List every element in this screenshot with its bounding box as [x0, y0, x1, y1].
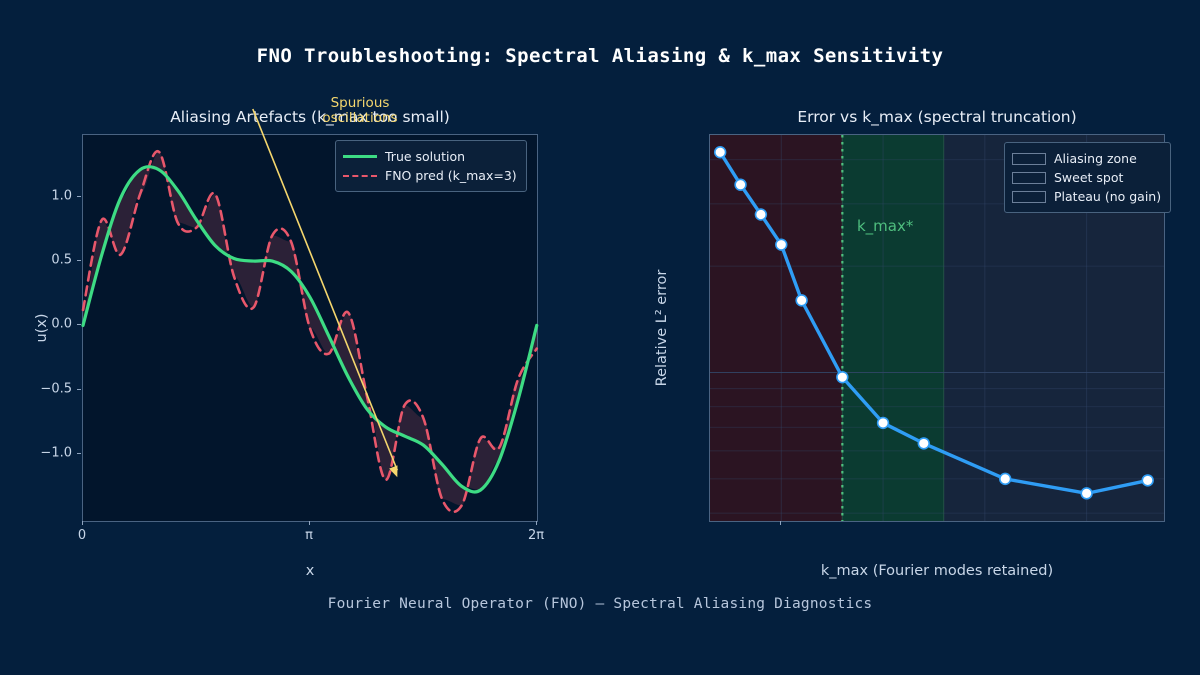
legend-item-sweet-spot[interactable]: Sweet spot: [1012, 168, 1161, 187]
left-x-axis-label: x: [305, 563, 315, 579]
x-tick-label: 2π: [527, 528, 545, 543]
x-tickmark: [82, 521, 83, 525]
figure-footer: Fourier Neural Operator (FNO) — Spectral…: [327, 596, 873, 612]
error-data-point: [876, 416, 890, 430]
legend-swatch-sweet-spot-icon: [1012, 171, 1046, 184]
right-plot-legend[interactable]: Aliasing zone Sweet spot Plateau (no gai…: [1004, 142, 1172, 213]
legend-item-aliasing-zone[interactable]: Aliasing zone: [1012, 149, 1161, 168]
left-plot-svg: [81, 108, 539, 514]
error-data-point: [1080, 487, 1093, 500]
y-tick-label: −0.5: [40, 381, 72, 397]
left-plot-legend[interactable]: True solution FNO pred (k_max=3): [335, 140, 527, 192]
spurious-annotation-arrow: [252, 108, 399, 478]
fno-prediction-curve: [81, 150, 539, 514]
error-data-point: [713, 146, 727, 159]
legend-item-plateau[interactable]: Plateau (no gain): [1012, 187, 1161, 206]
left-plot-axes: Aliasing Artefacts (k_max too small): [81, 108, 539, 522]
error-data-point: [917, 437, 930, 450]
error-data-point: [754, 208, 768, 221]
error-data-point: [775, 238, 788, 251]
error-fill-region: [83, 151, 537, 506]
legend-swatch-aliasing-icon: [1012, 152, 1046, 165]
legend-line-dashed-icon: [343, 174, 377, 177]
legend-label-true-solution: True solution: [385, 149, 466, 164]
error-marker-group: [713, 146, 1154, 500]
zone-span: [710, 135, 843, 521]
true-solution-curve: [81, 165, 539, 494]
y-tickmark: [77, 260, 81, 262]
legend-item-fno-pred[interactable]: FNO pred (k_max=3): [343, 166, 517, 185]
error-data-point: [734, 178, 747, 191]
right-y-axis-label: Relative L² error: [654, 269, 670, 387]
error-data-point: [795, 294, 808, 307]
y-tick-label: 0.0: [51, 316, 72, 332]
y-tick-label: 0.5: [51, 252, 72, 268]
legend-label-aliasing-zone: Aliasing zone: [1054, 151, 1137, 166]
right-plot-title: Error vs k_max (spectral truncation): [797, 108, 1077, 126]
left-y-axis-label: u(x): [34, 313, 50, 343]
x-tick-label: π: [305, 528, 313, 543]
legend-label-sweet-spot: Sweet spot: [1054, 170, 1124, 185]
error-data-point: [1141, 474, 1154, 487]
y-tick-label: 1.0: [51, 188, 72, 204]
left-plot-title: Aliasing Artefacts (k_max too small): [170, 108, 450, 126]
legend-label-fno-pred: FNO pred (k_max=3): [385, 168, 517, 183]
x-tickmark: [309, 521, 310, 525]
y-tickmark: [77, 195, 81, 197]
legend-line-solid-icon: [343, 155, 377, 158]
x-tickmark: [780, 521, 782, 525]
legend-swatch-plateau-icon: [1012, 190, 1046, 203]
error-data-point: [999, 472, 1012, 486]
x-tickmark: [536, 521, 537, 525]
x-tick-label: 0: [77, 528, 87, 543]
annotation-line-2: oscillations: [322, 110, 398, 126]
figure-title: FNO Troubleshooting: Spectral Aliasing &…: [256, 45, 944, 67]
legend-label-plateau: Plateau (no gain): [1054, 189, 1162, 204]
y-tickmark: [77, 324, 81, 326]
error-data-point: [836, 370, 849, 384]
legend-item-true-solution[interactable]: True solution: [343, 147, 517, 166]
y-tick-label: −1.0: [40, 445, 72, 461]
y-tickmark: [77, 453, 81, 455]
y-tickmark: [77, 388, 81, 390]
annotation-line-1: Spurious: [330, 95, 390, 111]
kmax-star-label: k_max*: [857, 217, 914, 235]
zone-span: [842, 135, 945, 521]
spurious-oscillations-annotation: Spurious oscillations: [320, 96, 400, 126]
right-x-axis-label: k_max (Fourier modes retained): [820, 563, 1054, 579]
